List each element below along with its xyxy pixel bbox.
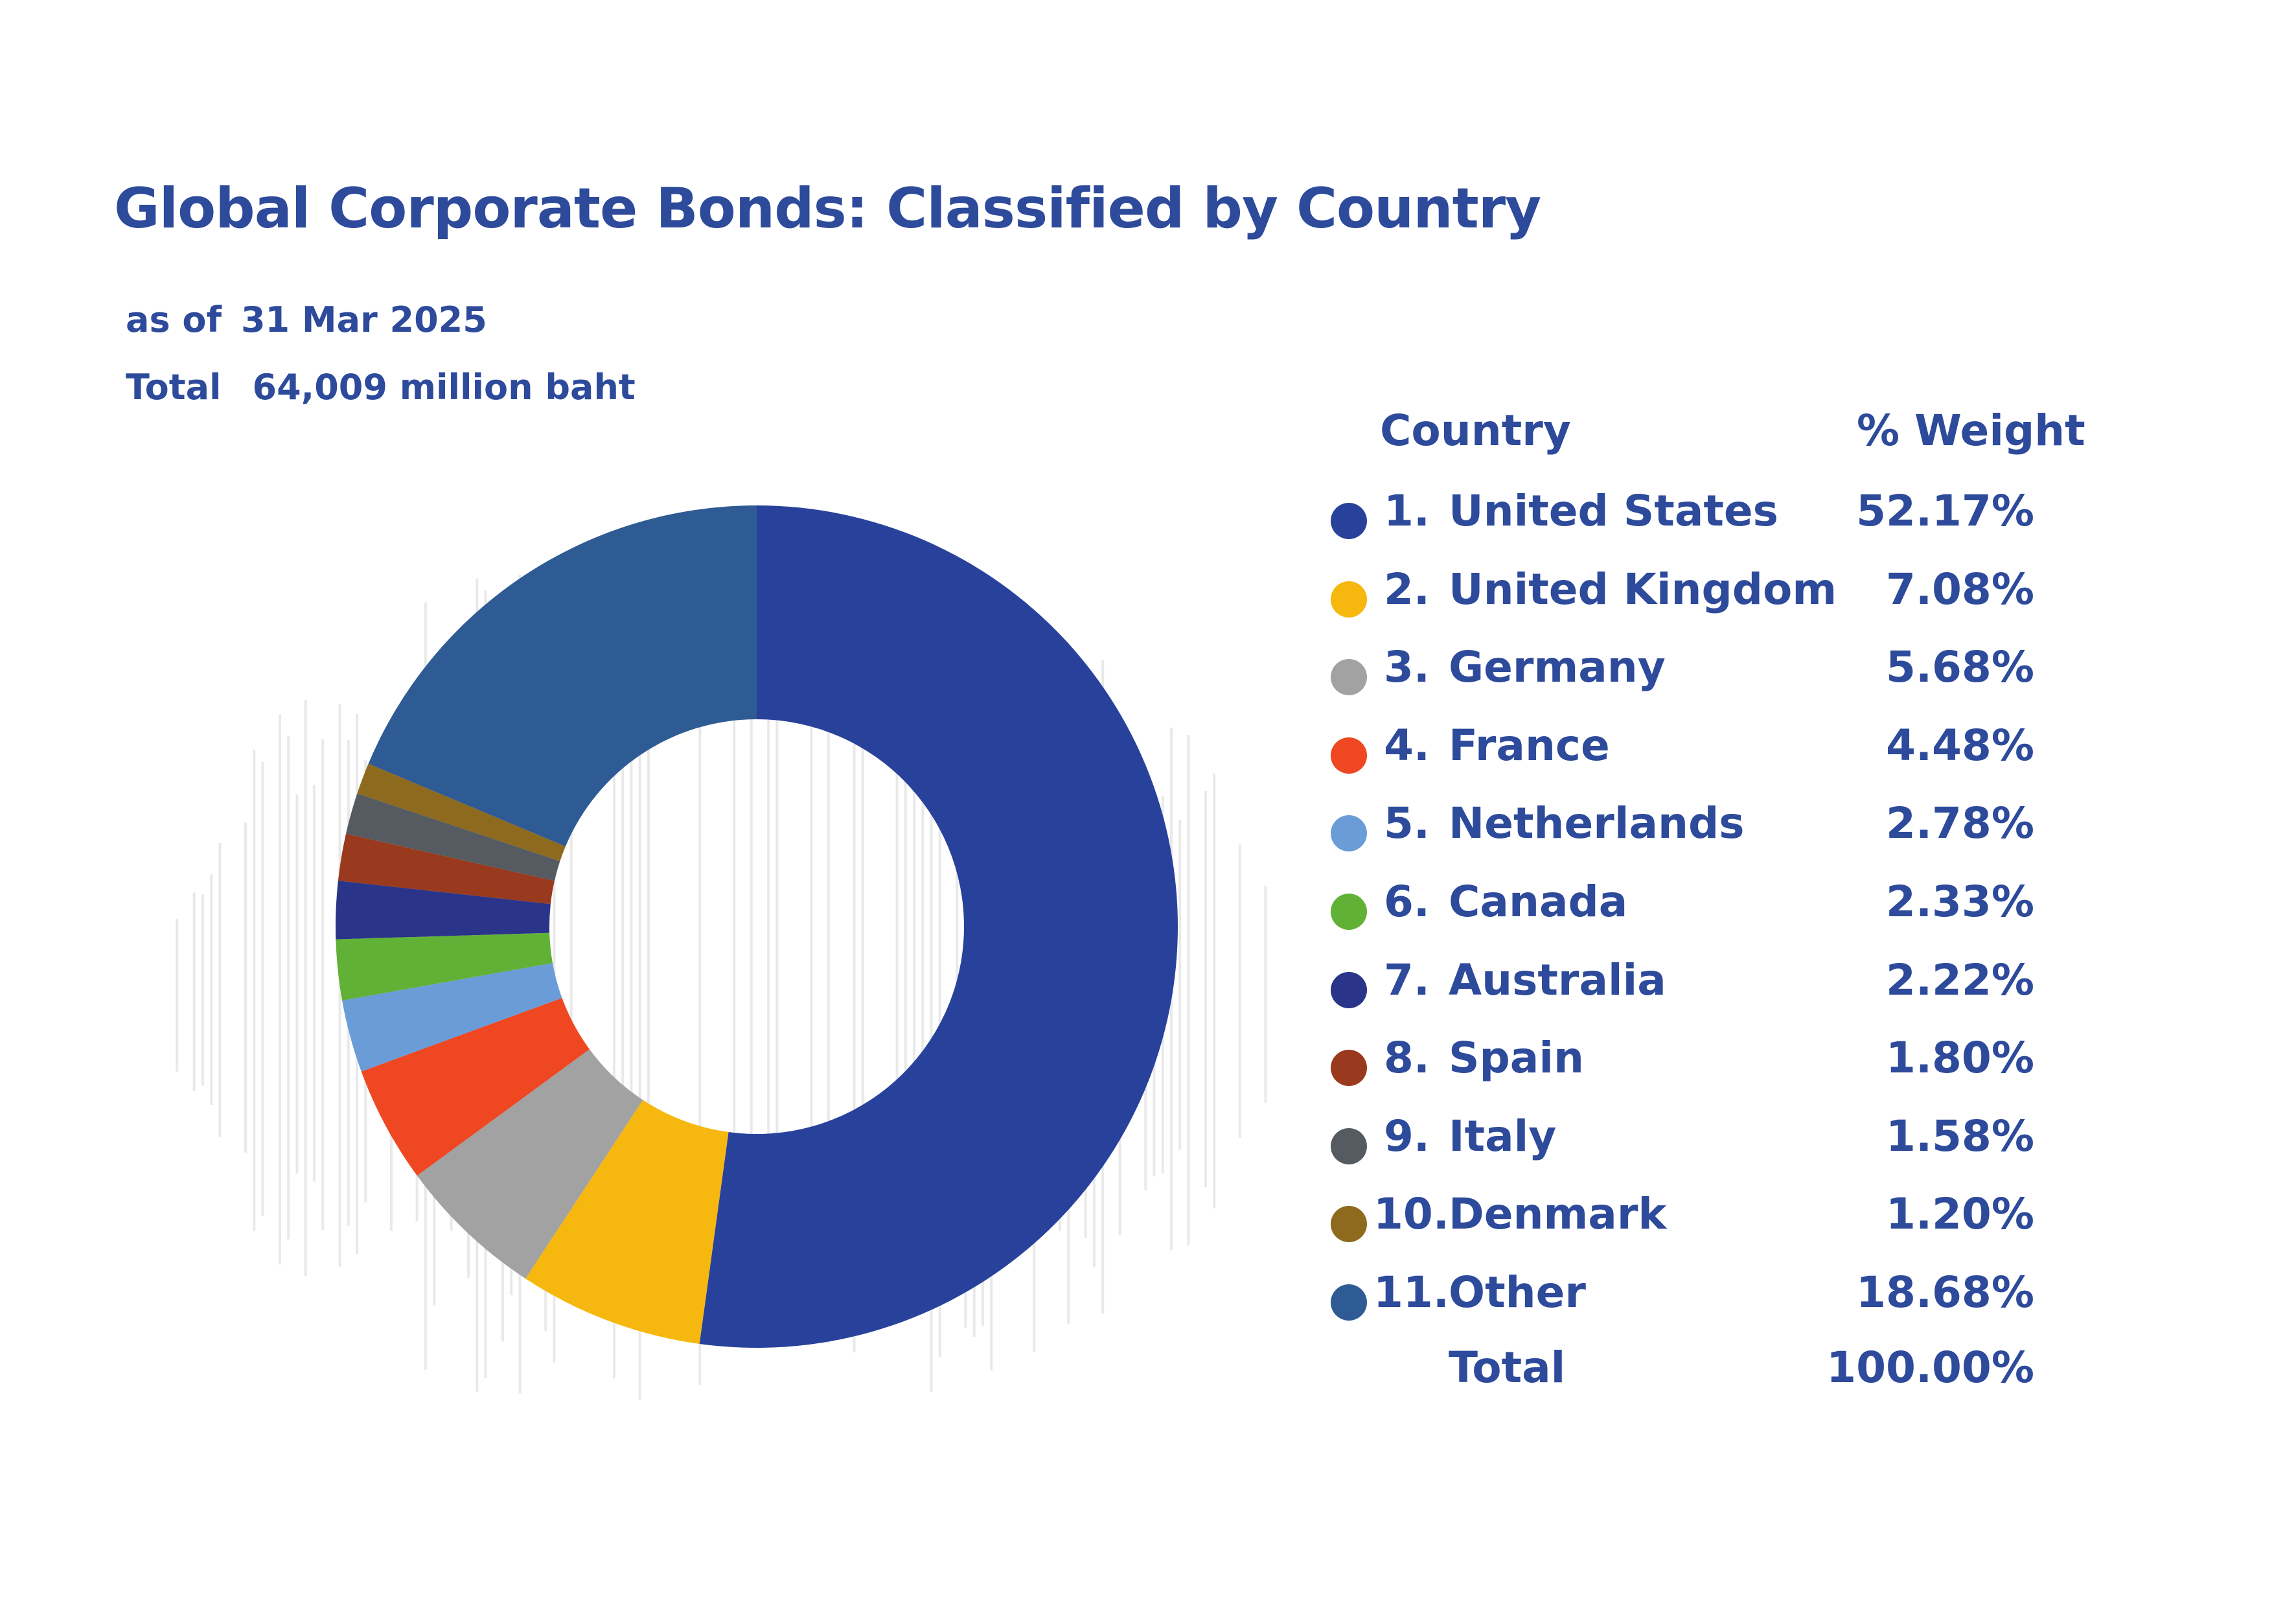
slice-italy [346, 793, 560, 881]
legend-item-france: 4. France 4.48% [1322, 721, 2086, 785]
legend-item-other: 11. Other 18.68% [1322, 1267, 2086, 1332]
legend-swatch [1331, 1127, 1367, 1164]
legend-weight-header: % Weight [1857, 406, 2085, 456]
legend-weight-value: 18.68% [1856, 1267, 2034, 1317]
slice-denmark [357, 763, 566, 861]
legend-swatch [1331, 581, 1367, 618]
legend-swatch [1331, 971, 1367, 1008]
slice-canada [336, 932, 553, 1001]
legend-index: 1. [1384, 486, 1430, 536]
legend-item-canada: 6. Canada 2.33% [1322, 877, 2086, 942]
legend-item-spain: 8. Spain 1.80% [1322, 1033, 2086, 1098]
legend-index: 8. [1384, 1033, 1430, 1083]
slice-france [361, 998, 590, 1176]
chart-title: Global Corporate Bonds: Classified by Co… [114, 176, 1541, 241]
legend-index: 9. [1384, 1111, 1430, 1161]
legend-swatch [1331, 894, 1367, 930]
legend-country-name: Canada [1449, 877, 1628, 927]
legend-index: 6. [1384, 877, 1430, 927]
slice-spain [338, 833, 555, 905]
legend-item-denmark: 10. Denmark 1.20% [1322, 1189, 2086, 1254]
legend-weight-value: 7.08% [1886, 564, 2034, 614]
legend-country-name: Germany [1449, 642, 1666, 693]
legend-index: 3. [1384, 642, 1430, 693]
legend-swatch [1331, 1284, 1367, 1321]
slice-united-kingdom [525, 1100, 729, 1344]
legend-swatch [1331, 815, 1367, 852]
legend-item-italy: 9. Italy 1.58% [1322, 1111, 2086, 1176]
legend-item-australia: 7. Australia 2.22% [1322, 955, 2086, 1020]
legend-index: 11. [1373, 1267, 1449, 1317]
slice-australia [336, 881, 551, 940]
legend-country-name: Netherlands [1449, 798, 1745, 849]
as-of-line: as of 31 Mar 2025 [126, 299, 487, 340]
legend-country-name: France [1449, 720, 1610, 770]
legend-item-germany: 3. Germany 5.68% [1322, 642, 2086, 707]
slice-netherlands [342, 963, 562, 1072]
legend-weight-value: 4.48% [1886, 720, 2034, 770]
legend-country-name: Italy [1449, 1111, 1557, 1161]
legend-swatch [1331, 737, 1367, 774]
fund-total-value: 64,009 million baht [252, 367, 636, 408]
legend-index: 2. [1384, 564, 1430, 614]
legend-total-value: 100.00% [1826, 1343, 2034, 1393]
legend-weight-value: 52.17% [1856, 486, 2034, 536]
legend-weight-value: 1.58% [1886, 1111, 2034, 1161]
legend-swatch [1331, 1050, 1367, 1087]
legend-swatch [1331, 659, 1367, 696]
legend-weight-value: 2.22% [1886, 954, 2034, 1005]
slice-united-states [699, 505, 1178, 1348]
legend-total-row: Total 100.00% [1322, 1343, 2086, 1407]
legend-index: 4. [1384, 720, 1430, 770]
legend-item-united-states: 1. United States 52.17% [1322, 486, 2086, 551]
legend-weight-value: 1.20% [1886, 1189, 2034, 1240]
donut-slices [336, 505, 1178, 1348]
as-of-label: as of [126, 299, 222, 340]
legend-country-name: Spain [1449, 1033, 1584, 1083]
legend-country-header: Country [1380, 406, 1571, 456]
legend-item-netherlands: 5. Netherlands 2.78% [1322, 798, 2086, 863]
legend-country-name: United States [1449, 486, 1778, 536]
legend-weight-value: 2.33% [1886, 877, 2034, 927]
legend-weight-value: 5.68% [1886, 642, 2034, 693]
legend-country-name: Other [1449, 1267, 1586, 1317]
slice-other [368, 505, 757, 847]
slice-germany [417, 1049, 643, 1279]
legend-country-name: Denmark [1449, 1189, 1667, 1240]
legend-swatch [1331, 503, 1367, 539]
legend-weight-value: 2.78% [1886, 798, 2034, 849]
legend-item-united-kingdom: 2. United Kingdom 7.08% [1322, 564, 2086, 629]
legend-country-name: United Kingdom [1449, 564, 1837, 614]
legend-total-label: Total [1449, 1343, 1566, 1393]
legend-country-name: Australia [1449, 954, 1666, 1005]
fund-total-line: Total 64,009 million baht [126, 367, 636, 408]
as-of-date: 31 Mar 2025 [240, 299, 487, 340]
legend-swatch [1331, 1206, 1367, 1243]
legend-index: 5. [1384, 798, 1430, 849]
fund-total-label: Total [126, 367, 222, 408]
legend-index: 7. [1384, 954, 1430, 1005]
legend-index: 10. [1373, 1189, 1449, 1240]
legend-weight-value: 1.80% [1886, 1033, 2034, 1083]
